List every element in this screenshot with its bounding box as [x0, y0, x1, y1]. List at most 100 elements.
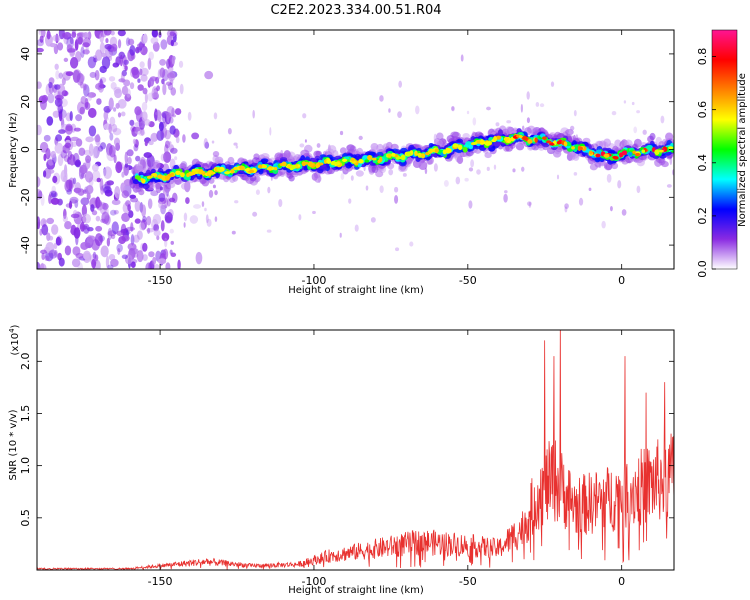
heatmap-cell — [414, 150, 418, 156]
heatmap-cell — [168, 141, 172, 145]
heatmap-cell — [157, 69, 162, 79]
heatmap-cell — [157, 258, 167, 265]
heatmap-cell — [146, 215, 152, 226]
heatmap-cell — [457, 144, 463, 151]
heatmap-cell — [113, 137, 121, 147]
heatmap-cell — [255, 189, 260, 195]
heatmap-cell — [43, 153, 47, 162]
heatmap-cell — [164, 197, 168, 209]
heatmap-cell — [121, 70, 127, 77]
heatmap-cell — [204, 141, 210, 149]
heatmap-cell — [339, 232, 342, 238]
heatmap-cell — [37, 124, 42, 136]
heatmap-cell — [80, 197, 90, 206]
heatmap-cell — [126, 149, 134, 157]
colorbar-tick-label: 0.2 — [696, 207, 709, 225]
heatmap-cell — [140, 127, 145, 136]
heatmap-cell — [117, 112, 122, 118]
heatmap-cell — [195, 168, 200, 172]
heatmap-cell — [148, 140, 154, 146]
heatmap-cell — [354, 224, 359, 232]
heatmap-y-tick-label: 0 — [19, 146, 32, 153]
heatmap-cell — [651, 147, 656, 153]
heatmap-cell — [159, 67, 166, 78]
heatmap-cell — [46, 217, 55, 225]
heatmap-cell — [61, 90, 68, 97]
heatmap-cell — [103, 166, 113, 179]
heatmap-cell — [110, 258, 119, 267]
heatmap-cell — [666, 184, 672, 188]
snr-y-multiplier-base: (x10 — [10, 333, 21, 356]
colorbar-tick-label: 0.4 — [696, 154, 709, 172]
heatmap-cell — [526, 201, 532, 206]
heatmap-cell — [140, 178, 144, 181]
heatmap-x-ticks: -150 -100 -50 0 — [148, 30, 625, 287]
heatmap-cell — [180, 182, 190, 190]
heatmap-cell — [141, 111, 148, 122]
heatmap-cell — [82, 32, 90, 39]
heatmap-cell — [287, 164, 292, 169]
heatmap-cell — [58, 72, 64, 79]
heatmap-cell — [170, 252, 177, 257]
heatmap-cell — [330, 160, 336, 166]
heatmap-cell — [37, 176, 41, 188]
heatmap-cell — [542, 136, 547, 140]
heatmap-cell — [106, 180, 115, 186]
heatmap-cell — [191, 132, 200, 140]
heatmap-cell — [224, 171, 231, 175]
heatmap-cell — [80, 46, 85, 58]
heatmap-cell — [120, 111, 126, 117]
heatmap-cell — [101, 211, 110, 224]
heatmap-cell — [118, 236, 126, 245]
heatmap-cell — [484, 152, 492, 159]
heatmap-cell — [379, 185, 384, 193]
heatmap-cell — [105, 38, 109, 44]
heatmap-cell — [281, 161, 287, 167]
heatmap-cell — [212, 154, 220, 163]
heatmap-cell — [486, 106, 491, 111]
heatmap-cell — [556, 174, 560, 180]
heatmap-cell — [350, 157, 355, 162]
heatmap-cell — [114, 88, 123, 99]
heatmap-cell — [111, 199, 121, 206]
heatmap-cell — [206, 218, 212, 227]
heatmap-cell — [121, 85, 129, 96]
heatmap-cell — [124, 65, 128, 71]
heatmap-cell — [425, 152, 430, 156]
heatmap-cell — [37, 39, 45, 47]
heatmap-cell — [116, 230, 124, 236]
heatmap-cell — [504, 190, 508, 194]
heatmap-cell — [365, 185, 369, 191]
heatmap-cell — [350, 175, 354, 181]
colorbar-ticks: 0.0 0.2 0.4 0.6 0.8 — [696, 48, 716, 278]
heatmap-cell — [658, 149, 664, 153]
heatmap-cell — [88, 125, 97, 137]
heatmap-cell — [177, 259, 181, 269]
heatmap-cell — [214, 190, 218, 196]
heatmap-cell — [266, 229, 272, 233]
heatmap-cell — [43, 134, 51, 142]
colorbar-tick-label: 0.6 — [696, 101, 709, 119]
heatmap-cell — [58, 129, 66, 134]
heatmap-cell — [316, 143, 321, 148]
heatmap-cell — [153, 264, 160, 269]
heatmap-cell — [133, 144, 139, 152]
heatmap-cell — [156, 235, 160, 241]
heatmap-cell — [161, 232, 170, 242]
heatmap-cell — [57, 42, 64, 51]
heatmap-cell — [521, 166, 525, 172]
snr-x-tick-label: -150 — [148, 575, 173, 588]
heatmap-cell — [65, 179, 73, 190]
heatmap-cell — [104, 46, 114, 58]
heatmap-cell — [80, 241, 89, 250]
heatmap-cell — [103, 110, 109, 121]
heatmap-cell — [129, 119, 135, 126]
heatmap-cell — [54, 94, 64, 100]
heatmap-cell — [124, 162, 129, 168]
heatmap-y-axis-title: Frequency (Hz) — [8, 112, 19, 188]
heatmap-cell — [317, 168, 324, 174]
heatmap-cell — [174, 156, 178, 161]
heatmap-cell — [47, 169, 55, 174]
heatmap-cell — [171, 107, 175, 117]
figure-title: C2E2.2023.334.00.51.R04 — [270, 3, 441, 18]
